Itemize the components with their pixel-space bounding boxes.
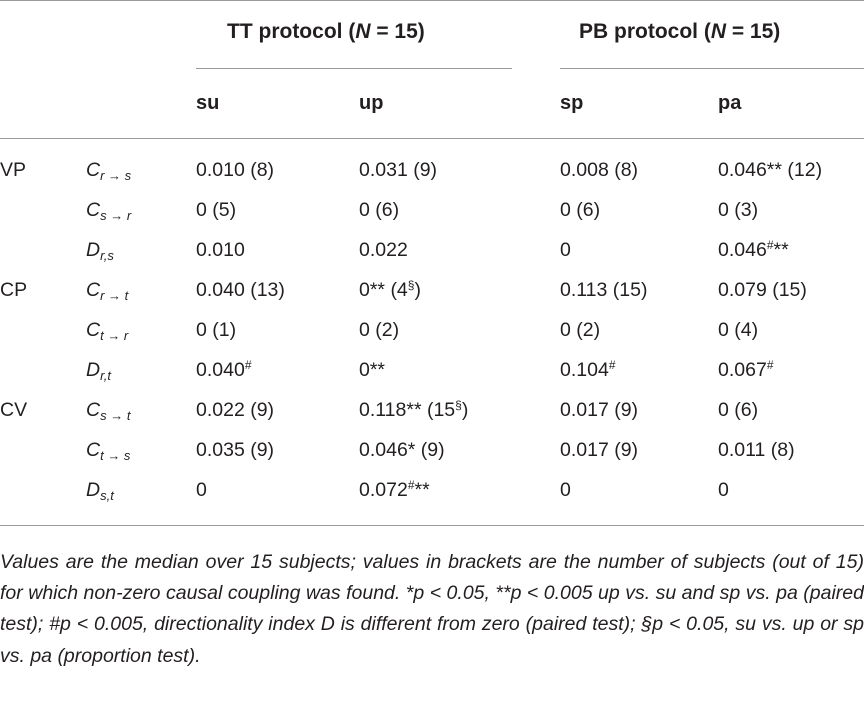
group-header-tt: TT protocol (N = 15)	[227, 20, 425, 43]
row-symbol: Ct → s	[86, 439, 131, 463]
col-header-sp: sp	[560, 92, 584, 114]
col-header-su: su	[196, 92, 220, 114]
table-cell: 0	[196, 479, 207, 501]
row-group-label: CV	[0, 399, 28, 421]
table-cell: 0.017 (9)	[560, 399, 639, 421]
row-symbol: Cr → s	[86, 159, 132, 183]
table-cell: 0 (5)	[196, 199, 237, 221]
table-cell: 0.046** (12)	[718, 159, 823, 181]
table-cell: 0.022 (9)	[196, 399, 275, 421]
table-cell: 0 (6)	[718, 399, 759, 421]
table-cell: 0.046#**	[718, 238, 789, 261]
table-footnote: Values are the median over 15 subjects; …	[0, 551, 864, 667]
header-rule	[0, 138, 864, 139]
table-cell: 0 (2)	[560, 319, 601, 341]
table-cell: 0.031 (9)	[359, 159, 438, 181]
col-header-pa: pa	[718, 92, 742, 114]
table-cell: 0.017 (9)	[560, 439, 639, 461]
table-cell: 0.022	[359, 239, 408, 261]
row-symbol: Dr,s	[86, 239, 114, 263]
row-symbol: Cs → r	[86, 199, 132, 223]
table-cell: 0.079 (15)	[718, 279, 807, 301]
table-cell: 0.010	[196, 239, 245, 261]
row-symbol: Cr → t	[86, 279, 129, 303]
table-cell: 0.104#	[560, 358, 616, 381]
table-cell: 0.046* (9)	[359, 439, 445, 461]
table-cell: 0 (6)	[560, 199, 601, 221]
table-cell: 0.040#	[196, 358, 252, 381]
row-group-label: VP	[0, 159, 27, 181]
table-cell: 0 (6)	[359, 199, 400, 221]
table-cell: 0.067#	[718, 358, 774, 381]
table-cell: 0.008 (8)	[560, 159, 639, 181]
table-cell: 0.118** (15§)	[359, 398, 469, 421]
col-header-up: up	[359, 92, 384, 114]
group-rule-pb	[560, 68, 864, 69]
body-bottom-rule	[0, 525, 864, 526]
table-cell: 0** (4§)	[359, 278, 421, 301]
row-group-label: CP	[0, 279, 28, 301]
row-symbol: Ct → r	[86, 319, 129, 343]
group-header-pb: PB protocol (N = 15)	[579, 20, 781, 43]
table-cell: 0	[560, 479, 571, 501]
table-cell: 0.035 (9)	[196, 439, 275, 461]
table-cell: 0.011 (8)	[718, 439, 795, 461]
table-cell: 0**	[359, 359, 386, 381]
row-symbol: Dr,t	[86, 359, 111, 383]
table-cell: 0 (4)	[718, 319, 759, 341]
table-cell: 0.113 (15)	[560, 279, 648, 301]
top-rule	[0, 0, 864, 1]
table-cell: 0 (3)	[718, 199, 759, 221]
table-cell: 0 (1)	[196, 319, 237, 341]
table-cell: 0	[560, 239, 571, 261]
group-rule-tt	[196, 68, 512, 69]
table-cell: 0.010 (8)	[196, 159, 275, 181]
row-symbol: Cs → t	[86, 399, 131, 423]
table-cell: 0 (2)	[359, 319, 400, 341]
table-cell: 0.040 (13)	[196, 279, 285, 301]
table-cell: 0.072#**	[359, 478, 430, 501]
row-symbol: Ds,t	[86, 479, 114, 503]
table-cell: 0	[718, 479, 729, 501]
